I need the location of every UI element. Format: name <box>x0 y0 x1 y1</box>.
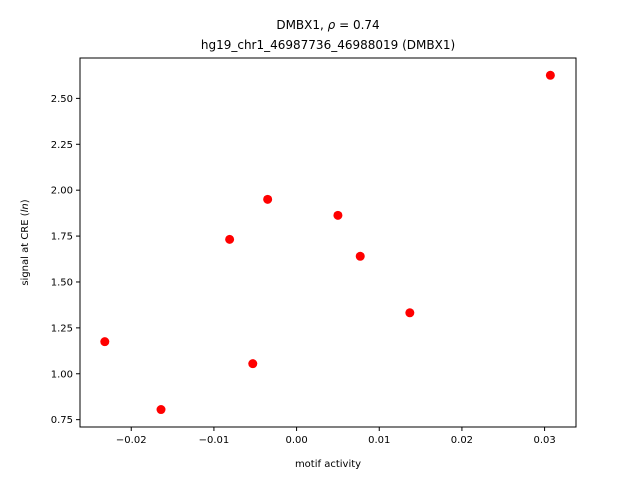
data-point <box>333 210 343 220</box>
y-tick-label: 1.25 <box>51 323 73 334</box>
y-tick-label: 1.00 <box>51 369 73 380</box>
y-axis: 0.75 1.00 1.25 1.50 1.75 2.00 2.25 2.50 <box>51 94 80 426</box>
x-tick-label: 0.01 <box>368 435 390 446</box>
x-tick-label: 0.00 <box>285 435 307 446</box>
data-point <box>248 359 258 369</box>
y-tick-label: 0.75 <box>51 415 73 426</box>
x-tick-label: 0.03 <box>533 435 555 446</box>
plot-area-frame <box>79 57 577 428</box>
chart-title-line1: DMBX1, ρ = 0.74 <box>276 18 379 32</box>
x-tick-label: −0.01 <box>199 435 230 446</box>
data-point <box>545 70 555 80</box>
y-tick-label: 2.50 <box>51 94 73 105</box>
x-tick-label: −0.02 <box>116 435 147 446</box>
data-point <box>405 308 415 318</box>
data-point <box>225 234 235 244</box>
data-points <box>100 70 555 415</box>
x-axis: −0.02 −0.01 0.00 0.01 0.02 0.03 <box>116 427 556 446</box>
data-point <box>100 337 110 347</box>
chart-title-line2: hg19_chr1_46987736_46988019 (DMBX1) <box>201 38 455 52</box>
y-tick-label: 2.25 <box>51 140 73 151</box>
y-axis-label: signal at CRE (ln) <box>20 199 31 285</box>
y-tick-label: 1.50 <box>51 277 73 288</box>
y-tick-label: 1.75 <box>51 232 73 243</box>
x-tick-label: 0.02 <box>451 435 473 446</box>
data-point <box>263 194 273 204</box>
data-point <box>355 251 365 261</box>
data-point <box>156 405 166 415</box>
x-axis-label: motif activity <box>295 459 361 470</box>
y-tick-label: 2.00 <box>51 186 73 197</box>
